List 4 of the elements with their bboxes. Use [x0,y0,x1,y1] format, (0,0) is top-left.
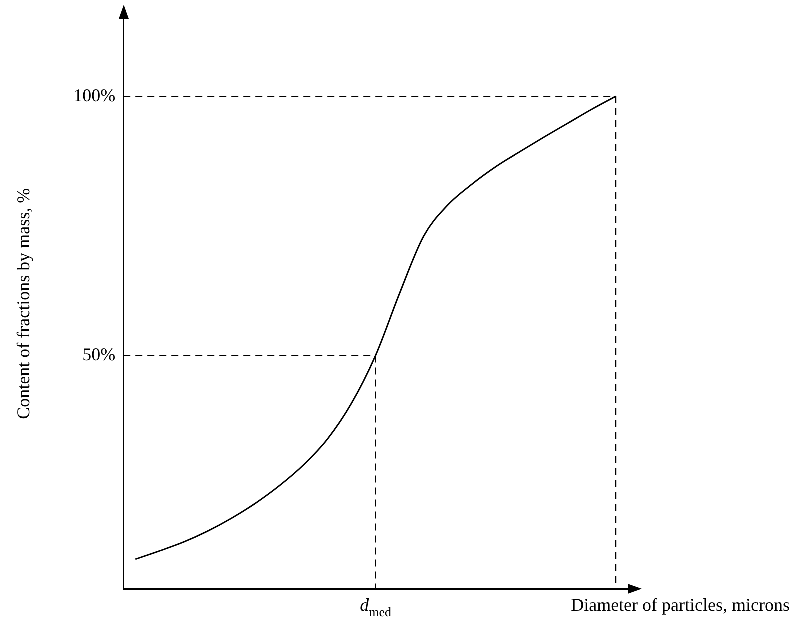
y-tick-label: 100% [74,85,116,106]
y-axis-title: Content of fractions by mass, % [14,188,34,420]
x-axis-title: Diameter of particles, microns [571,595,790,615]
y-tick-label: 50% [82,344,116,364]
